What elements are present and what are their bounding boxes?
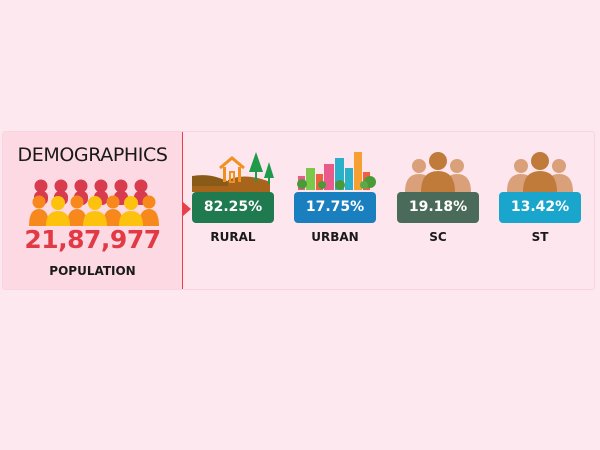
- sc-label: SC: [429, 230, 447, 244]
- stat-urban: 17.75% URBAN: [292, 152, 378, 252]
- stat-st: 13.42% ST: [497, 152, 583, 252]
- divider: [182, 132, 183, 289]
- st-percentage-badge: 13.42%: [499, 192, 581, 223]
- sc-percentage-badge: 19.18%: [397, 192, 479, 223]
- urban-label: URBAN: [311, 230, 359, 244]
- demographics-panel: DEMOGRAPHICS: [2, 131, 595, 290]
- pointer-arrow-icon: [183, 202, 191, 216]
- st-label: ST: [531, 230, 549, 244]
- urban-percentage-badge: 17.75%: [294, 192, 376, 223]
- people-group-icon: [405, 152, 471, 192]
- population-summary: DEMOGRAPHICS: [3, 132, 182, 289]
- population-value: 21,87,977: [24, 225, 161, 254]
- stat-sc: 19.18% SC: [395, 152, 481, 252]
- city-buildings-icon: [297, 152, 376, 190]
- village-house-trees-icon: [192, 152, 274, 192]
- rural-label: RURAL: [210, 230, 256, 244]
- rural-percentage-badge: 82.25%: [192, 192, 274, 223]
- stat-rural: 82.25% RURAL: [190, 152, 276, 252]
- people-group-icon: [507, 152, 573, 192]
- section-title: DEMOGRAPHICS: [17, 144, 168, 166]
- population-label: POPULATION: [49, 264, 136, 278]
- crowd-icon: [29, 179, 159, 226]
